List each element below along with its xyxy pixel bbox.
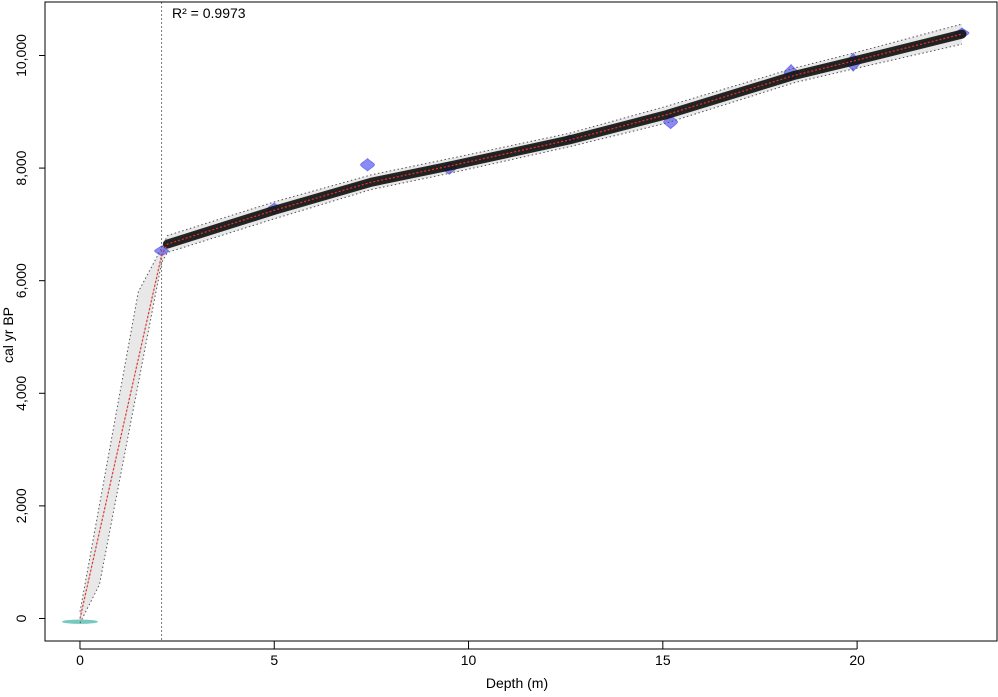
y-tick-label: 4,000 xyxy=(13,376,29,411)
r-squared-annotation: R² = 0.9973 xyxy=(172,5,246,21)
plot-frame xyxy=(44,1,998,642)
uncertainty-envelope xyxy=(80,24,962,623)
age-model-lines xyxy=(79,23,967,624)
y-tick-label: 0 xyxy=(13,614,29,622)
confidence-band xyxy=(80,24,962,623)
y-tick-label: 10,000 xyxy=(13,34,29,77)
date-marker xyxy=(61,619,98,624)
date-marker xyxy=(360,157,375,172)
axes: 0 2,000 4,000 6,000 8,000 10,000 0 5 10 15 20 xyxy=(13,1,998,668)
inner-band xyxy=(80,31,962,621)
x-tick-label: 5 xyxy=(270,652,278,668)
y-tick-label: 2,000 xyxy=(13,488,29,523)
x-tick-label: 20 xyxy=(849,652,865,668)
x-axis-label: Depth (m) xyxy=(486,675,548,691)
upper_95-line xyxy=(79,23,963,612)
x-tick-label: 0 xyxy=(76,652,84,668)
x-tick-label: 15 xyxy=(655,652,671,668)
calibrated-dates xyxy=(61,27,970,624)
y-tick-label: 6,000 xyxy=(13,263,29,298)
y-axis-label: cal yr BP xyxy=(0,307,16,363)
lower_95-line xyxy=(79,43,963,624)
y-tick-label: 8,000 xyxy=(13,150,29,185)
median-line xyxy=(79,33,963,619)
x-tick-label: 10 xyxy=(461,652,477,668)
